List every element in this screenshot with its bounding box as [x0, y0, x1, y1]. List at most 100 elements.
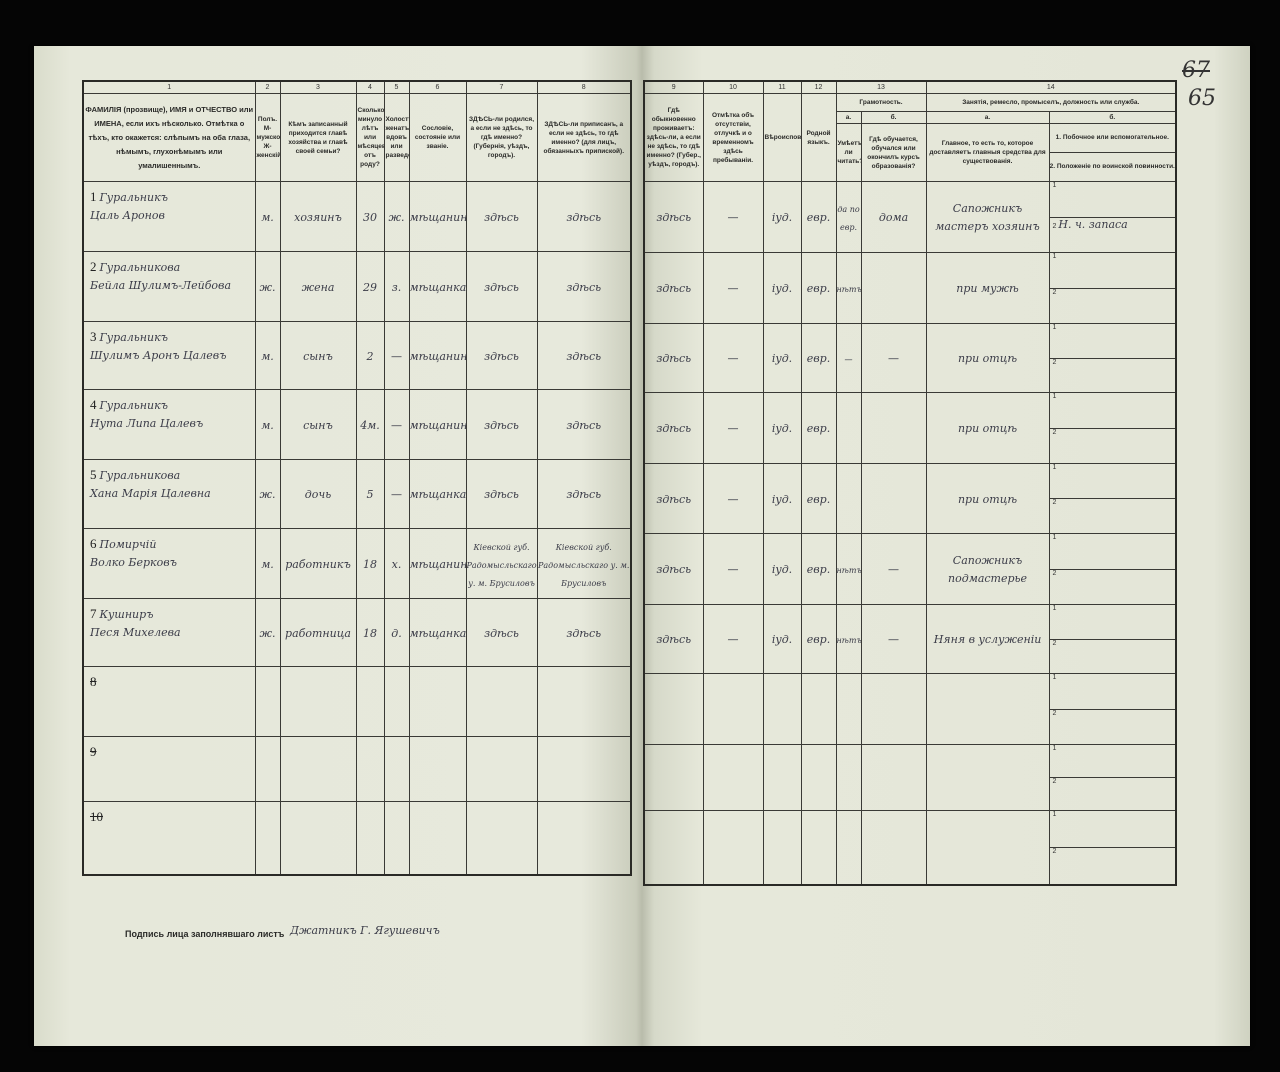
cell-religion: іуд.: [762, 323, 802, 393]
literate: нѣтъ: [836, 636, 861, 645]
cell-age: 5: [355, 459, 385, 529]
column-number: 4: [355, 80, 385, 94]
cell-marital: —: [383, 321, 410, 390]
cell-religion: іуд.: [762, 252, 802, 324]
given-names: Хана Марія Цалевна: [90, 487, 211, 500]
cell-sex: м.: [254, 528, 281, 599]
column-header: ФАМИЛІЯ (прозвище), ИМЯ и ОТЧЕСТВО или И…: [82, 93, 256, 182]
religion: іуд.: [771, 422, 793, 435]
given-names: Бейла Шулимъ-Лейбова: [90, 279, 231, 292]
row-number: 3: [90, 329, 97, 344]
cell-literate: [835, 744, 862, 811]
sub-label-2: 2: [1052, 499, 1057, 506]
cell-literate: [835, 810, 862, 886]
column-header: 1. Побочное или вспомогательное. 2. Полож…: [1048, 123, 1177, 182]
sub-label-2: 2: [1052, 778, 1057, 785]
cell-age: [355, 666, 385, 737]
column-number: 10: [702, 80, 764, 94]
column-header-text: ЗДѢСЬ-ли родился, а если не здѣсь, то гд…: [468, 116, 535, 159]
cell-estate: мѣщанинъ: [408, 181, 467, 252]
row-number: 6: [90, 536, 97, 551]
cell-born: [465, 736, 538, 802]
sub-label-1: 1: [1052, 534, 1057, 542]
cell-sex: ж.: [254, 459, 281, 529]
cell-estate: мѣщанка: [408, 251, 467, 322]
column-number-text: 7: [499, 84, 504, 91]
registered: здѣсь: [566, 280, 602, 294]
cell-marital: —: [383, 459, 410, 529]
cell-estate: мѣщанка: [408, 459, 467, 529]
name-cell: 4 Гуральникъ Нута Липа Цалевъ: [82, 389, 256, 460]
absence: —: [727, 282, 739, 295]
cell-language: [800, 673, 837, 745]
cell-language: евр.: [800, 463, 837, 534]
column-number: 8: [536, 80, 632, 94]
sub-label-2: 2: [1052, 848, 1057, 855]
cell-relation: [279, 666, 357, 737]
column-header: Гдѣ обыкновенно проживаетъ: здѣсь-ли, а …: [643, 93, 704, 182]
occupation: Сапожникъ мастеръ хозяинъ: [935, 202, 1040, 233]
born: здѣсь: [484, 626, 519, 640]
cell-marital: з.: [383, 251, 410, 322]
column-number-text: 11: [778, 84, 786, 91]
sub-label-1: 1: [1052, 464, 1057, 472]
born: здѣсь: [484, 349, 519, 363]
name-cell: 8: [82, 666, 256, 737]
cell-occupation: Няня в услуженіи: [925, 604, 1050, 674]
column-header-text: Кѣмъ записанный приходится главѣ хозяйст…: [288, 120, 348, 155]
cell-marital: —: [383, 389, 410, 460]
cell-sex: м.: [254, 181, 281, 252]
registered: здѣсь: [566, 626, 602, 640]
sub-label-1: 1: [1052, 393, 1057, 401]
age: 2: [366, 349, 374, 363]
cell-religion: [762, 673, 802, 745]
column-header-text: Главное, то есть то, которое доставляетъ…: [929, 140, 1046, 165]
cell-school: [860, 744, 927, 811]
language: евр.: [806, 352, 831, 365]
occupation: при отцѣ: [957, 492, 1018, 506]
occupation: при мужѣ: [956, 282, 1019, 295]
cell-residence: здѣсь: [643, 181, 704, 253]
column-number-text: 9: [671, 84, 676, 91]
literate: да по евр.: [837, 205, 860, 232]
cell-estate: мѣщанинъ: [408, 528, 467, 599]
sex: м.: [261, 557, 274, 571]
table-row: здѣсь — іуд. евр. — — при отцѣ 1 2: [643, 323, 1177, 393]
cell-residence: здѣсь: [643, 604, 704, 674]
column-number-text: 8: [581, 84, 586, 91]
right-page-table: 9 10 11 12 13 14 Гдѣ обыкновенно проживаетъ: з…: [643, 80, 1178, 886]
left-page-table: 1 2 3 4 5 6 7 8 ФАМИЛІЯ (прозвище), ИМЯ и ОТЧЕСТ…: [82, 80, 632, 876]
row-number: 5: [90, 467, 97, 482]
cell-religion: [762, 744, 802, 811]
cell-literate: [835, 463, 862, 534]
column-number: 7: [465, 80, 538, 94]
sub-letter: б.: [890, 114, 897, 121]
cell-occupation: при отцѣ: [925, 392, 1050, 464]
sub-label-2: 2: [1052, 429, 1057, 436]
column-header-text: Сколько минуло лѣтъ или мѣсяцевъ отъ род…: [357, 107, 384, 168]
cell-registered: [536, 801, 632, 875]
estate: мѣщанка: [409, 488, 466, 501]
literacy-title: Грамотность.: [859, 99, 903, 106]
cell-language: [800, 744, 837, 811]
given-names: Нута Липа Цалевъ: [90, 417, 204, 430]
cell-religion: іуд.: [762, 463, 802, 534]
surname: Гуральникова: [99, 261, 181, 274]
column-number: 2: [254, 80, 281, 94]
occupation-header: Занятія, ремесло, промыселъ, должность и…: [925, 93, 1177, 112]
relation: дочь: [304, 488, 332, 501]
name-cell: 2 Гуральникова Бейла Шулимъ-Лейбова: [82, 251, 256, 322]
sub-letter: а.: [984, 114, 991, 121]
cell-religion: іуд.: [762, 181, 802, 253]
relation: жена: [301, 280, 335, 294]
age: 29: [363, 280, 377, 294]
column-header-text: Отмѣтка объ отсутствіи, отлучкѣ и о врем…: [711, 111, 755, 164]
column-header-text: Гдѣ обучается, обучался или окончилъ кур…: [867, 135, 920, 170]
registered: здѣсь: [566, 349, 602, 363]
column-header-text: Умѣетъ-ли читать?: [837, 140, 861, 165]
cell-religion: [762, 810, 802, 886]
cell-relation: дочь: [279, 459, 357, 529]
column-header: Сословіе, состояніе или званіе.: [408, 93, 467, 182]
born: здѣсь: [484, 280, 519, 294]
